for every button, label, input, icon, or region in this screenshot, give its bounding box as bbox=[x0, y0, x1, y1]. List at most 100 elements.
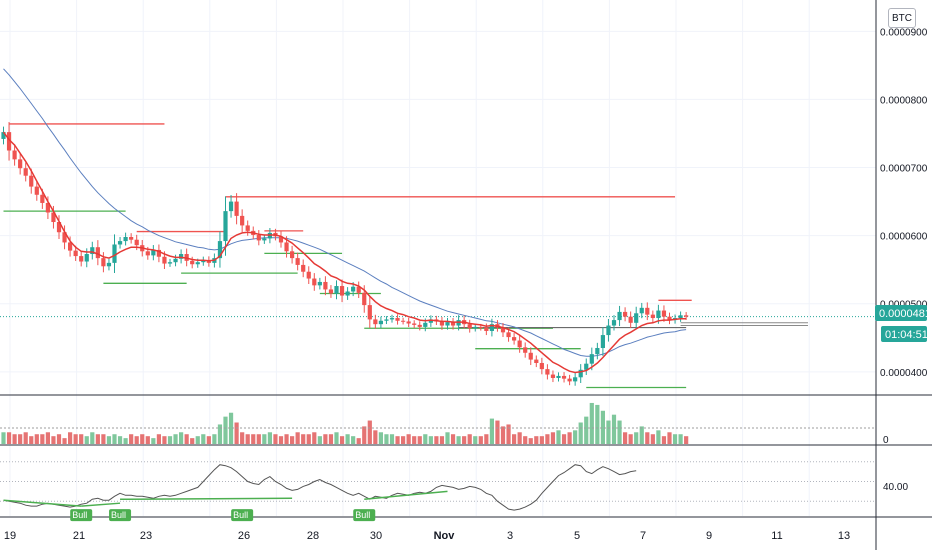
candle-body bbox=[639, 307, 644, 314]
candle-body bbox=[68, 242, 73, 251]
volume-bar bbox=[212, 434, 217, 444]
candle-body bbox=[567, 378, 572, 382]
volume-bar bbox=[278, 436, 284, 444]
date-tick-label: 28 bbox=[307, 530, 319, 542]
candlestick-series[interactable] bbox=[1, 122, 689, 386]
candle-body bbox=[450, 322, 456, 326]
volume-bar bbox=[62, 438, 67, 444]
candle-body bbox=[395, 318, 400, 321]
volume-bar bbox=[395, 436, 400, 444]
volume-bar bbox=[301, 434, 306, 444]
time-axis[interactable]: 19 21 23 26 28 30 Nov 3 5 7 9 11 13 bbox=[4, 530, 850, 542]
volume-bar bbox=[373, 430, 378, 444]
candle-body bbox=[595, 348, 600, 355]
volume-bar bbox=[434, 436, 439, 444]
candle-body bbox=[684, 315, 689, 317]
volume-bar bbox=[428, 436, 433, 444]
volume-bar bbox=[84, 436, 89, 444]
price-tick-label: 0.0000800 bbox=[880, 95, 928, 106]
volume-bar bbox=[378, 432, 383, 444]
candle-body bbox=[223, 211, 228, 242]
candle-body bbox=[62, 232, 67, 243]
candle-body bbox=[334, 286, 339, 294]
candle-body bbox=[561, 375, 567, 379]
volume-bars bbox=[0, 402, 876, 444]
volume-bar bbox=[528, 438, 533, 444]
candle-body bbox=[79, 256, 84, 262]
volume-bar bbox=[417, 436, 422, 444]
volume-bar bbox=[412, 436, 417, 444]
volume-bar bbox=[667, 432, 672, 444]
volume-bar bbox=[90, 432, 95, 444]
volume-bar bbox=[184, 434, 189, 444]
volume-bar bbox=[589, 402, 594, 444]
candle-body bbox=[34, 186, 39, 195]
bull-signals: Bull Bull Bull Bull bbox=[70, 509, 376, 522]
divergence-line bbox=[81, 502, 121, 507]
volume-bar bbox=[223, 416, 228, 444]
candle-body bbox=[645, 307, 650, 315]
volume-bar bbox=[195, 436, 200, 444]
candle-body bbox=[611, 320, 617, 326]
candle-body bbox=[1, 132, 6, 139]
volume-bar bbox=[117, 436, 123, 444]
bull-signal-box bbox=[70, 509, 93, 522]
candle-body bbox=[90, 247, 95, 255]
candle-body bbox=[173, 258, 178, 263]
ema-fast-line bbox=[2, 131, 687, 374]
volume-bar bbox=[545, 434, 550, 444]
candle-body bbox=[423, 322, 428, 327]
candle-body bbox=[656, 310, 661, 319]
price-tick-label: 0.0000700 bbox=[880, 164, 928, 175]
volume-bar bbox=[656, 430, 661, 444]
candle-body bbox=[6, 132, 12, 151]
volume-bar bbox=[129, 434, 134, 444]
currency-button[interactable]: BTC bbox=[888, 8, 916, 28]
volume-bar bbox=[450, 434, 456, 444]
volume-bar bbox=[51, 436, 56, 444]
volume-bar bbox=[600, 410, 605, 444]
volume-bar bbox=[523, 436, 528, 444]
volume-bar bbox=[162, 436, 167, 444]
date-tick-label: 26 bbox=[238, 530, 250, 542]
candle-body bbox=[445, 322, 450, 326]
volume-bar bbox=[628, 434, 633, 444]
candle-body bbox=[417, 324, 422, 327]
volume-bar bbox=[439, 436, 445, 444]
candle-body bbox=[262, 238, 267, 241]
candle-body bbox=[378, 320, 383, 325]
candle-body bbox=[179, 254, 184, 259]
volume-bar bbox=[123, 438, 128, 444]
candle-body bbox=[23, 168, 28, 176]
candle-body bbox=[162, 256, 167, 264]
candle-body bbox=[512, 337, 517, 341]
candle-body bbox=[129, 237, 134, 240]
candle-body bbox=[145, 251, 150, 256]
candle-body bbox=[323, 281, 328, 290]
volume-bar bbox=[23, 432, 28, 444]
volume-bar bbox=[362, 426, 367, 444]
candle-body bbox=[584, 363, 589, 370]
volume-bar bbox=[478, 436, 483, 444]
volume-bar bbox=[40, 434, 45, 444]
bull-signal-label: Bull bbox=[72, 510, 87, 520]
volume-bar bbox=[179, 432, 184, 444]
volume-bar bbox=[489, 418, 494, 444]
candle-body bbox=[384, 319, 389, 321]
volume-bar bbox=[284, 434, 289, 444]
volume-bar bbox=[384, 434, 389, 444]
volume-bar bbox=[6, 432, 12, 444]
volume-bar bbox=[79, 434, 84, 444]
volume-bar bbox=[251, 434, 256, 444]
candle-body bbox=[256, 234, 261, 241]
volume-bar bbox=[140, 434, 145, 444]
volume-bar bbox=[484, 434, 489, 444]
candle-body bbox=[106, 262, 112, 267]
candle-body bbox=[389, 318, 395, 320]
candle-body bbox=[195, 262, 200, 265]
volume-bar bbox=[217, 424, 223, 444]
candle-body bbox=[539, 362, 544, 370]
candle-body bbox=[589, 354, 594, 364]
